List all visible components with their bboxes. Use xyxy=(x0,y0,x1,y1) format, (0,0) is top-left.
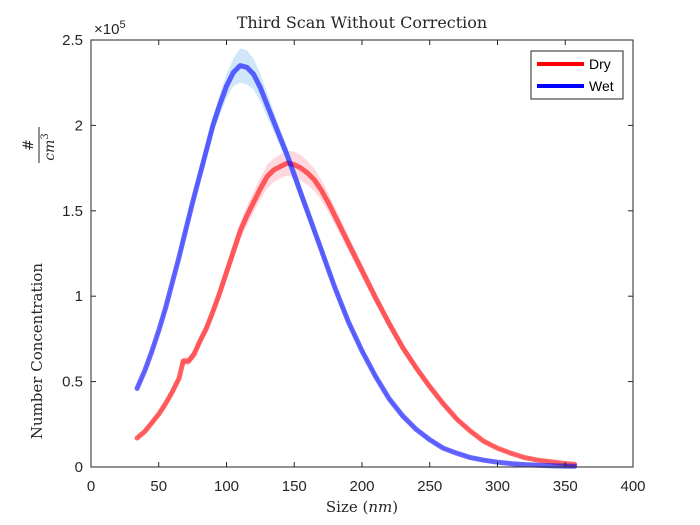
legend-box xyxy=(530,50,624,100)
y-multiplier-base: ×10 xyxy=(94,21,119,38)
series-line-dry xyxy=(134,160,578,467)
chart-title: Third Scan Without Correction xyxy=(237,13,487,32)
y-axis-label: Number Concentration # cm3 xyxy=(21,127,58,439)
y-tick-label: 2.5 xyxy=(62,32,83,49)
x-axis-label-unit: nm xyxy=(368,498,392,516)
x-tick-label: 400 xyxy=(620,478,645,495)
x-tick-label: 50 xyxy=(150,478,167,495)
x-axis-tick-labels: 0 50 100 150 200 250 300 350 400 xyxy=(87,478,646,495)
x-tick-label: 300 xyxy=(485,478,510,495)
series-lines xyxy=(134,63,578,469)
legend: Dry Wet xyxy=(530,50,624,100)
y-axis-label-denominator-exponent: 3 xyxy=(40,133,51,139)
y-tick-label: 1.5 xyxy=(62,203,83,220)
y-tick-label: 0.5 xyxy=(62,374,83,391)
x-axis-label-text: Size xyxy=(326,498,358,516)
y-tick-label: 1 xyxy=(75,288,83,305)
x-tick-label: 350 xyxy=(553,478,578,495)
y-axis-label-denominator: cm3 xyxy=(40,133,58,161)
legend-label-wet: Wet xyxy=(589,78,614,94)
y-axis-label-text: Number Concentration xyxy=(28,263,46,440)
series-line-wet xyxy=(134,63,578,469)
axis-ticks xyxy=(90,39,634,468)
y-multiplier-exponent: 5 xyxy=(119,19,125,31)
y-axis-multiplier: ×105 xyxy=(94,19,126,38)
y-tick-label: 2 xyxy=(75,117,83,134)
x-axis-label: Size (nm) xyxy=(326,498,398,516)
legend-label-dry: Dry xyxy=(589,56,611,72)
x-tick-label: 250 xyxy=(417,478,442,495)
y-axis-label-numerator: # xyxy=(21,139,37,151)
x-tick-label: 100 xyxy=(214,478,239,495)
y-tick-label: 0 xyxy=(75,459,83,476)
y-axis-tick-labels: 0 0.5 1 1.5 2 2.5 xyxy=(62,32,83,476)
x-tick-label: 0 xyxy=(87,478,95,495)
x-tick-label: 200 xyxy=(349,478,374,495)
y-axis-label-denominator-base: cm xyxy=(42,140,58,161)
x-tick-label: 150 xyxy=(282,478,307,495)
